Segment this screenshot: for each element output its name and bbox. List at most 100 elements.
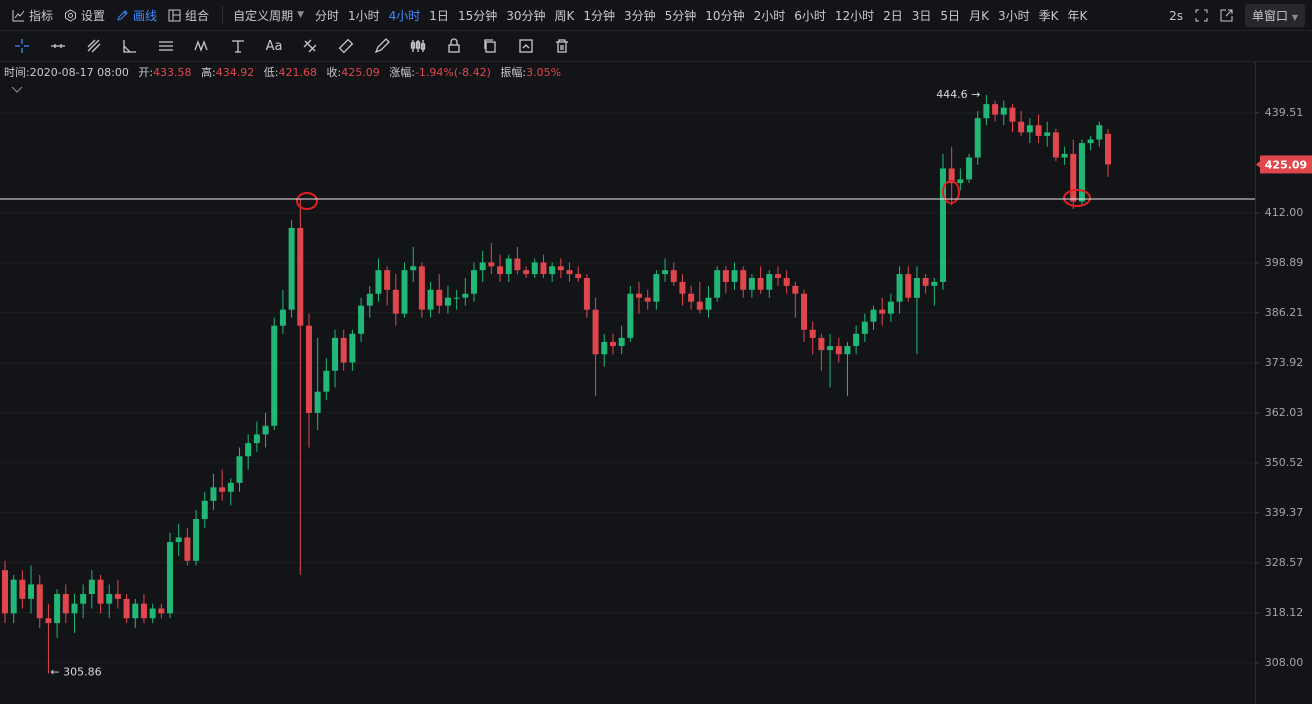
price-tag-pointer [1256, 160, 1261, 169]
wave-tool[interactable] [184, 38, 220, 54]
y-tick-label: 350.52 [1265, 456, 1304, 469]
lock-tool[interactable] [436, 38, 472, 54]
candle-body [1105, 133, 1111, 165]
interval[interactable]: 10分钟 [705, 8, 745, 23]
candle-body [818, 337, 825, 351]
menu-label: 画线 [133, 8, 158, 23]
menu-item[interactable]: 设置 [64, 7, 105, 24]
candle-body [271, 325, 278, 426]
template-tool[interactable] [508, 38, 544, 54]
pen-tool[interactable] [364, 38, 400, 54]
interval[interactable]: 年K [1067, 8, 1088, 23]
menu-item[interactable]: 指标 [12, 7, 53, 24]
candle-body [62, 594, 69, 614]
candle-body [618, 337, 625, 347]
measure-tool[interactable] [220, 38, 256, 54]
interval[interactable]: 周K [554, 8, 575, 23]
interval[interactable]: 4小时 [388, 8, 421, 23]
custom-period[interactable]: 自定义周期 ▼ [233, 7, 304, 24]
candle-body [922, 277, 929, 286]
candle-body [436, 289, 443, 306]
price-tag [1260, 155, 1312, 174]
interval[interactable]: 季K [1038, 8, 1059, 23]
text-tool[interactable]: Aa [256, 39, 292, 54]
ruler-tool[interactable] [328, 38, 364, 54]
menu-label: 指标 [29, 8, 54, 23]
extreme-label: ← 305.86 [50, 666, 101, 679]
candle-body [722, 270, 729, 282]
candle-tool[interactable] [400, 38, 436, 54]
candle-body [853, 333, 860, 347]
candle-body [140, 603, 147, 619]
drawing-toolbar: Aa [0, 31, 1312, 62]
candle-body [1035, 125, 1042, 136]
candle-body [896, 274, 903, 302]
interval[interactable]: 1小时 [348, 8, 380, 23]
candle-body [401, 270, 408, 314]
plot: 308.00 318.12 328.57 339.37 350.52 362.03 373.… [0, 95, 1303, 674]
channel-tool[interactable] [148, 38, 184, 54]
interval[interactable]: 2小时 [753, 8, 786, 23]
candle-body [644, 297, 651, 302]
candle-body [384, 270, 391, 290]
candle-body [167, 542, 174, 614]
refresh-rate[interactable]: 2s [1169, 8, 1183, 23]
popout-icon[interactable] [1220, 9, 1233, 22]
y-tick-label: 373.92 [1265, 356, 1304, 369]
candle-body [358, 305, 365, 334]
menu-icon [168, 9, 181, 21]
candle-body [983, 104, 990, 119]
interval[interactable]: 1日 [429, 8, 449, 23]
candle-body [705, 297, 712, 310]
intervals: 分时 1小时 4小时 1日 15分钟 30分钟 周K 1分钟 3分钟 5分钟 10分钟 2小时 6小时 1… [315, 7, 1096, 24]
text-tool-label: Aa [265, 38, 283, 54]
candle-body [288, 227, 295, 310]
candle-body [801, 293, 808, 330]
interval[interactable]: 5分钟 [664, 8, 697, 23]
collapse-chevron[interactable] [11, 86, 23, 93]
candle-body [731, 270, 738, 282]
high-label: 高: [201, 66, 216, 79]
candle-body [366, 293, 373, 306]
copy-tool[interactable] [472, 38, 508, 54]
interval[interactable]: 3小时 [997, 8, 1030, 23]
candle-body [1078, 143, 1085, 202]
candle-body [627, 293, 634, 338]
menu-item[interactable]: 画线 [116, 7, 157, 24]
interval[interactable]: 3分钟 [624, 8, 656, 23]
high-value: 434.92 [215, 66, 255, 79]
candle-body [305, 325, 312, 413]
y-tick-label: 318.12 [1265, 606, 1304, 619]
interval[interactable]: 15分钟 [457, 8, 498, 23]
y-tick-label: 308.00 [1265, 656, 1304, 669]
interval[interactable]: 30分钟 [506, 8, 546, 23]
window-button[interactable]: 单窗口 ▼ [1245, 4, 1305, 27]
crosshair-tool[interactable] [4, 38, 40, 54]
candle-body [592, 309, 599, 355]
candle-body [1061, 153, 1068, 158]
interval[interactable]: 6小时 [794, 8, 826, 23]
separator [222, 6, 224, 24]
candle-body [1009, 107, 1016, 122]
interval[interactable]: 分时 [315, 8, 340, 23]
menu-item[interactable]: 组合 [168, 7, 209, 24]
menu-icon [12, 9, 25, 21]
candle-body [123, 598, 130, 619]
interval[interactable]: 1分钟 [583, 8, 616, 23]
interval[interactable]: 5日 [940, 8, 961, 23]
delete-tool[interactable] [544, 38, 580, 54]
trend-tool[interactable] [76, 38, 112, 54]
candle-body [1026, 125, 1033, 133]
interval[interactable]: 月K [969, 8, 989, 23]
interval[interactable]: 2日 [883, 8, 903, 23]
info-bar: 时间:2020-08-17 08:00 开:433.58 高:434.92 低:… [4, 64, 567, 80]
fullscreen-icon[interactable] [1195, 9, 1208, 22]
line-tool[interactable] [40, 38, 76, 54]
angle-tool[interactable] [112, 38, 148, 54]
interval[interactable]: 3日 [911, 8, 932, 23]
interval[interactable]: 12小时 [834, 8, 875, 23]
candle-body [497, 266, 504, 275]
y-tick-label: 412.00 [1265, 206, 1304, 219]
brush-tool[interactable] [292, 38, 328, 54]
menu-label: 设置 [81, 8, 106, 23]
